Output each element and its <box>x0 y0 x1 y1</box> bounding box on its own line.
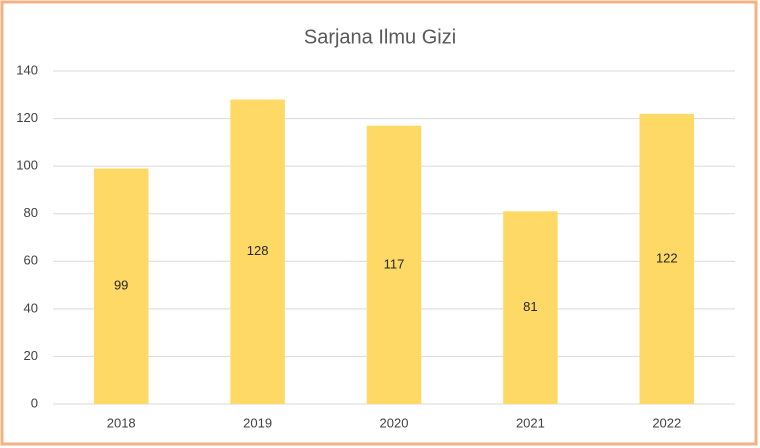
x-tick-label: 2019 <box>243 415 272 430</box>
x-tick-label: 2021 <box>516 415 545 430</box>
data-label: 128 <box>247 243 269 258</box>
data-label: 81 <box>523 299 537 314</box>
bar <box>230 99 285 405</box>
y-tick-label: 60 <box>24 253 38 268</box>
x-tick-label: 2020 <box>380 415 409 430</box>
bar <box>503 211 558 404</box>
x-tick-label: 2022 <box>652 415 681 430</box>
y-tick-label: 0 <box>31 395 38 410</box>
bar <box>639 113 695 405</box>
y-tick-label: 140 <box>16 62 38 77</box>
data-label: 99 <box>114 278 128 293</box>
x-tick-label: 2018 <box>107 415 136 430</box>
y-tick-label: 120 <box>16 110 38 125</box>
y-tick-label: 20 <box>24 348 38 363</box>
chart-title: Sarjana Ilmu Gizi <box>304 26 456 48</box>
data-label: 122 <box>656 250 678 265</box>
bar <box>93 168 149 404</box>
y-tick-label: 100 <box>16 158 38 173</box>
data-label: 117 <box>384 256 405 271</box>
y-tick-label: 80 <box>24 205 38 220</box>
bar <box>366 125 422 404</box>
y-tick-label: 40 <box>24 300 38 315</box>
